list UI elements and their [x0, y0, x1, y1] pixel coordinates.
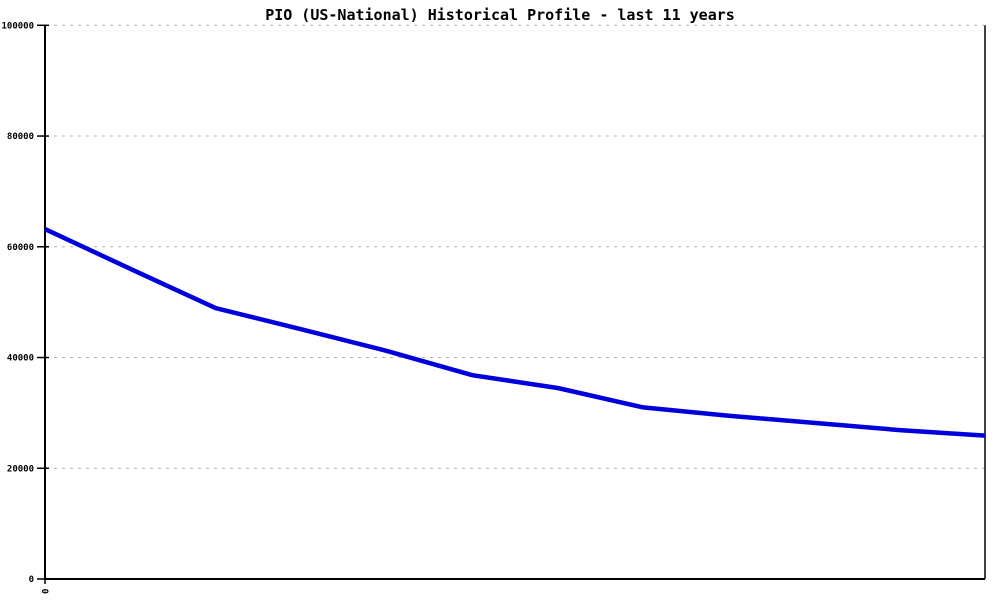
chart-title: PIO (US-National) Historical Profile - l… [265, 6, 735, 24]
y-tick-label: 20000 [7, 464, 34, 474]
y-tick-label: 0 [29, 575, 34, 585]
y-tick-label: 100000 [1, 21, 34, 31]
y-tick-label: 40000 [7, 354, 34, 364]
y-tick-label: 60000 [7, 243, 34, 253]
data-line-pio [44, 227, 986, 438]
y-tick-label: 80000 [7, 132, 34, 142]
x-tick-label: 0 [42, 589, 52, 594]
